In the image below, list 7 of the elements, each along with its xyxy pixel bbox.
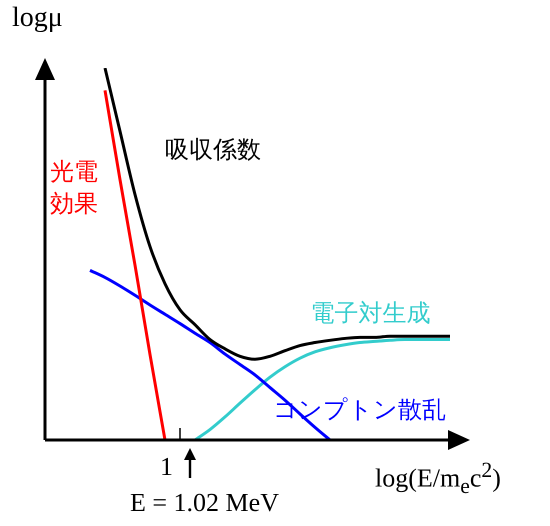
series-label: 吸収係数 [165,135,261,164]
series-label: 光電効果 [50,158,98,218]
text: 1 [160,452,173,482]
y-axis-title: logμ [12,2,63,34]
text: E = 1.02 MeV [130,488,279,518]
series-label: 電子対生成 [310,298,430,327]
x-axis-title: log(E/m$_{e}$c$^{2}$) [375,458,501,499]
